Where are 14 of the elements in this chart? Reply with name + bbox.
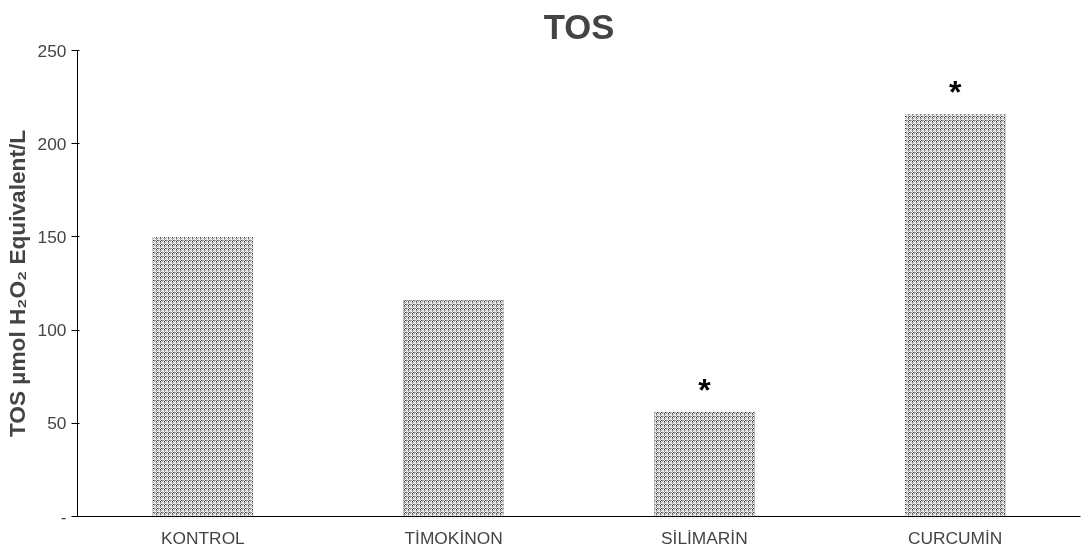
chart-title: TOS	[543, 7, 615, 46]
y-tick-label: -	[60, 506, 67, 527]
y-tick-label: 50	[47, 413, 67, 434]
annotation: *	[698, 372, 712, 409]
y-axis-title: TOS µmol H₂O₂ Equivalent/L	[3, 129, 30, 438]
x-tick-label: SİLİMARİN	[661, 527, 748, 548]
y-tick-label: 100	[37, 320, 67, 341]
annotation: *	[948, 73, 962, 110]
y-tick-label: 200	[37, 133, 67, 154]
x-tick-label: TİMOKİNON	[404, 527, 503, 548]
x-tick-label: CURCUMİN	[907, 527, 1003, 548]
x-tick-label: KONTROL	[160, 527, 246, 548]
y-tick-label: 250	[37, 40, 67, 61]
y-tick-label: 150	[37, 226, 67, 247]
